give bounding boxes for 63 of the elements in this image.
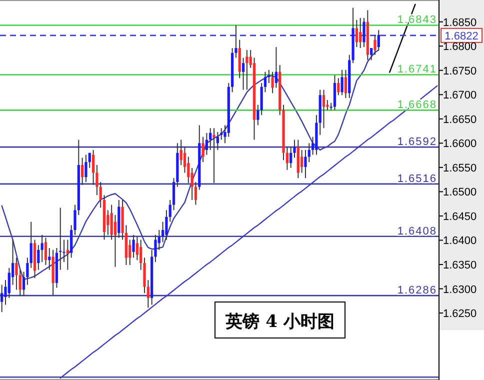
candlestick: [359, 17, 362, 49]
candlestick: [242, 57, 245, 90]
candlestick: [308, 142, 310, 163]
ref-line-label: 1.6286: [397, 284, 437, 297]
candlestick: [183, 146, 186, 174]
candlestick: [256, 104, 260, 126]
candlestick: [48, 247, 51, 270]
candlestick: [374, 34, 376, 56]
y-tick-label: 1.6450: [443, 210, 477, 223]
y-tick-label: 1.6800: [443, 41, 477, 54]
candlestick: [220, 128, 223, 140]
candlestick: [84, 154, 88, 182]
candlestick: [37, 244, 40, 270]
candlestick: [340, 69, 344, 96]
y-tick-label: 1.6550: [443, 162, 477, 174]
annotation: 英镑 4 小时图: [224, 312, 334, 332]
candlestick: [209, 128, 212, 150]
y-tick-label: 1.6700: [443, 90, 477, 102]
candlestick: [333, 74, 336, 111]
y-tick-label: 1.6650: [443, 114, 477, 126]
candlestick: [377, 30, 380, 50]
candlestick: [205, 132, 208, 156]
ref-line-label: 1.6408: [397, 225, 437, 238]
y-tick-label: 1.6750: [443, 65, 477, 78]
candlestick: [268, 69, 270, 84]
ref-line-label: 1.6741: [397, 64, 437, 76]
y-tick-label: 1.6400: [443, 235, 477, 248]
candlestick: [161, 221, 164, 243]
candlestick: [362, 17, 366, 48]
candlestick: [246, 49, 248, 90]
candlestick: [355, 19, 358, 48]
candlestick: [337, 78, 340, 96]
candlestick: [44, 237, 48, 266]
ref-line-label: 1.6592: [397, 136, 437, 148]
y-tick-label: 1.6600: [443, 138, 477, 150]
candlestick: [92, 149, 95, 186]
y-tick-label: 1.6850: [443, 16, 477, 29]
candlestick: [326, 99, 329, 111]
y-tick-label: 1.6250: [443, 308, 477, 320]
candlestick: [370, 48, 373, 61]
y-tick-label: 1.6300: [443, 284, 477, 296]
y-tick-label: 1.6350: [443, 259, 477, 272]
candlestick: [216, 132, 219, 150]
candlestick: [300, 149, 304, 174]
candlestick: [202, 136, 204, 163]
ref-line-label: 1.6822: [444, 30, 478, 42]
candlestick: [114, 214, 117, 268]
candlestick: [290, 146, 292, 168]
candlestick: [0, 284, 4, 313]
candlestick: [274, 46, 278, 88]
y-tick-label: 1.6500: [443, 186, 477, 199]
candlestick: [344, 69, 348, 99]
candlestick: [187, 156, 190, 184]
candlestick: [59, 207, 62, 270]
candlestick: [80, 157, 84, 186]
candlestick: [40, 234, 44, 263]
candlestick: [66, 239, 69, 270]
candlestick: [8, 267, 10, 298]
candlestick: [238, 39, 241, 79]
candlestick: [212, 128, 216, 184]
candlestick: [136, 236, 139, 261]
ref-line-label: 1.6516: [397, 172, 437, 185]
candlestick: [322, 89, 326, 129]
